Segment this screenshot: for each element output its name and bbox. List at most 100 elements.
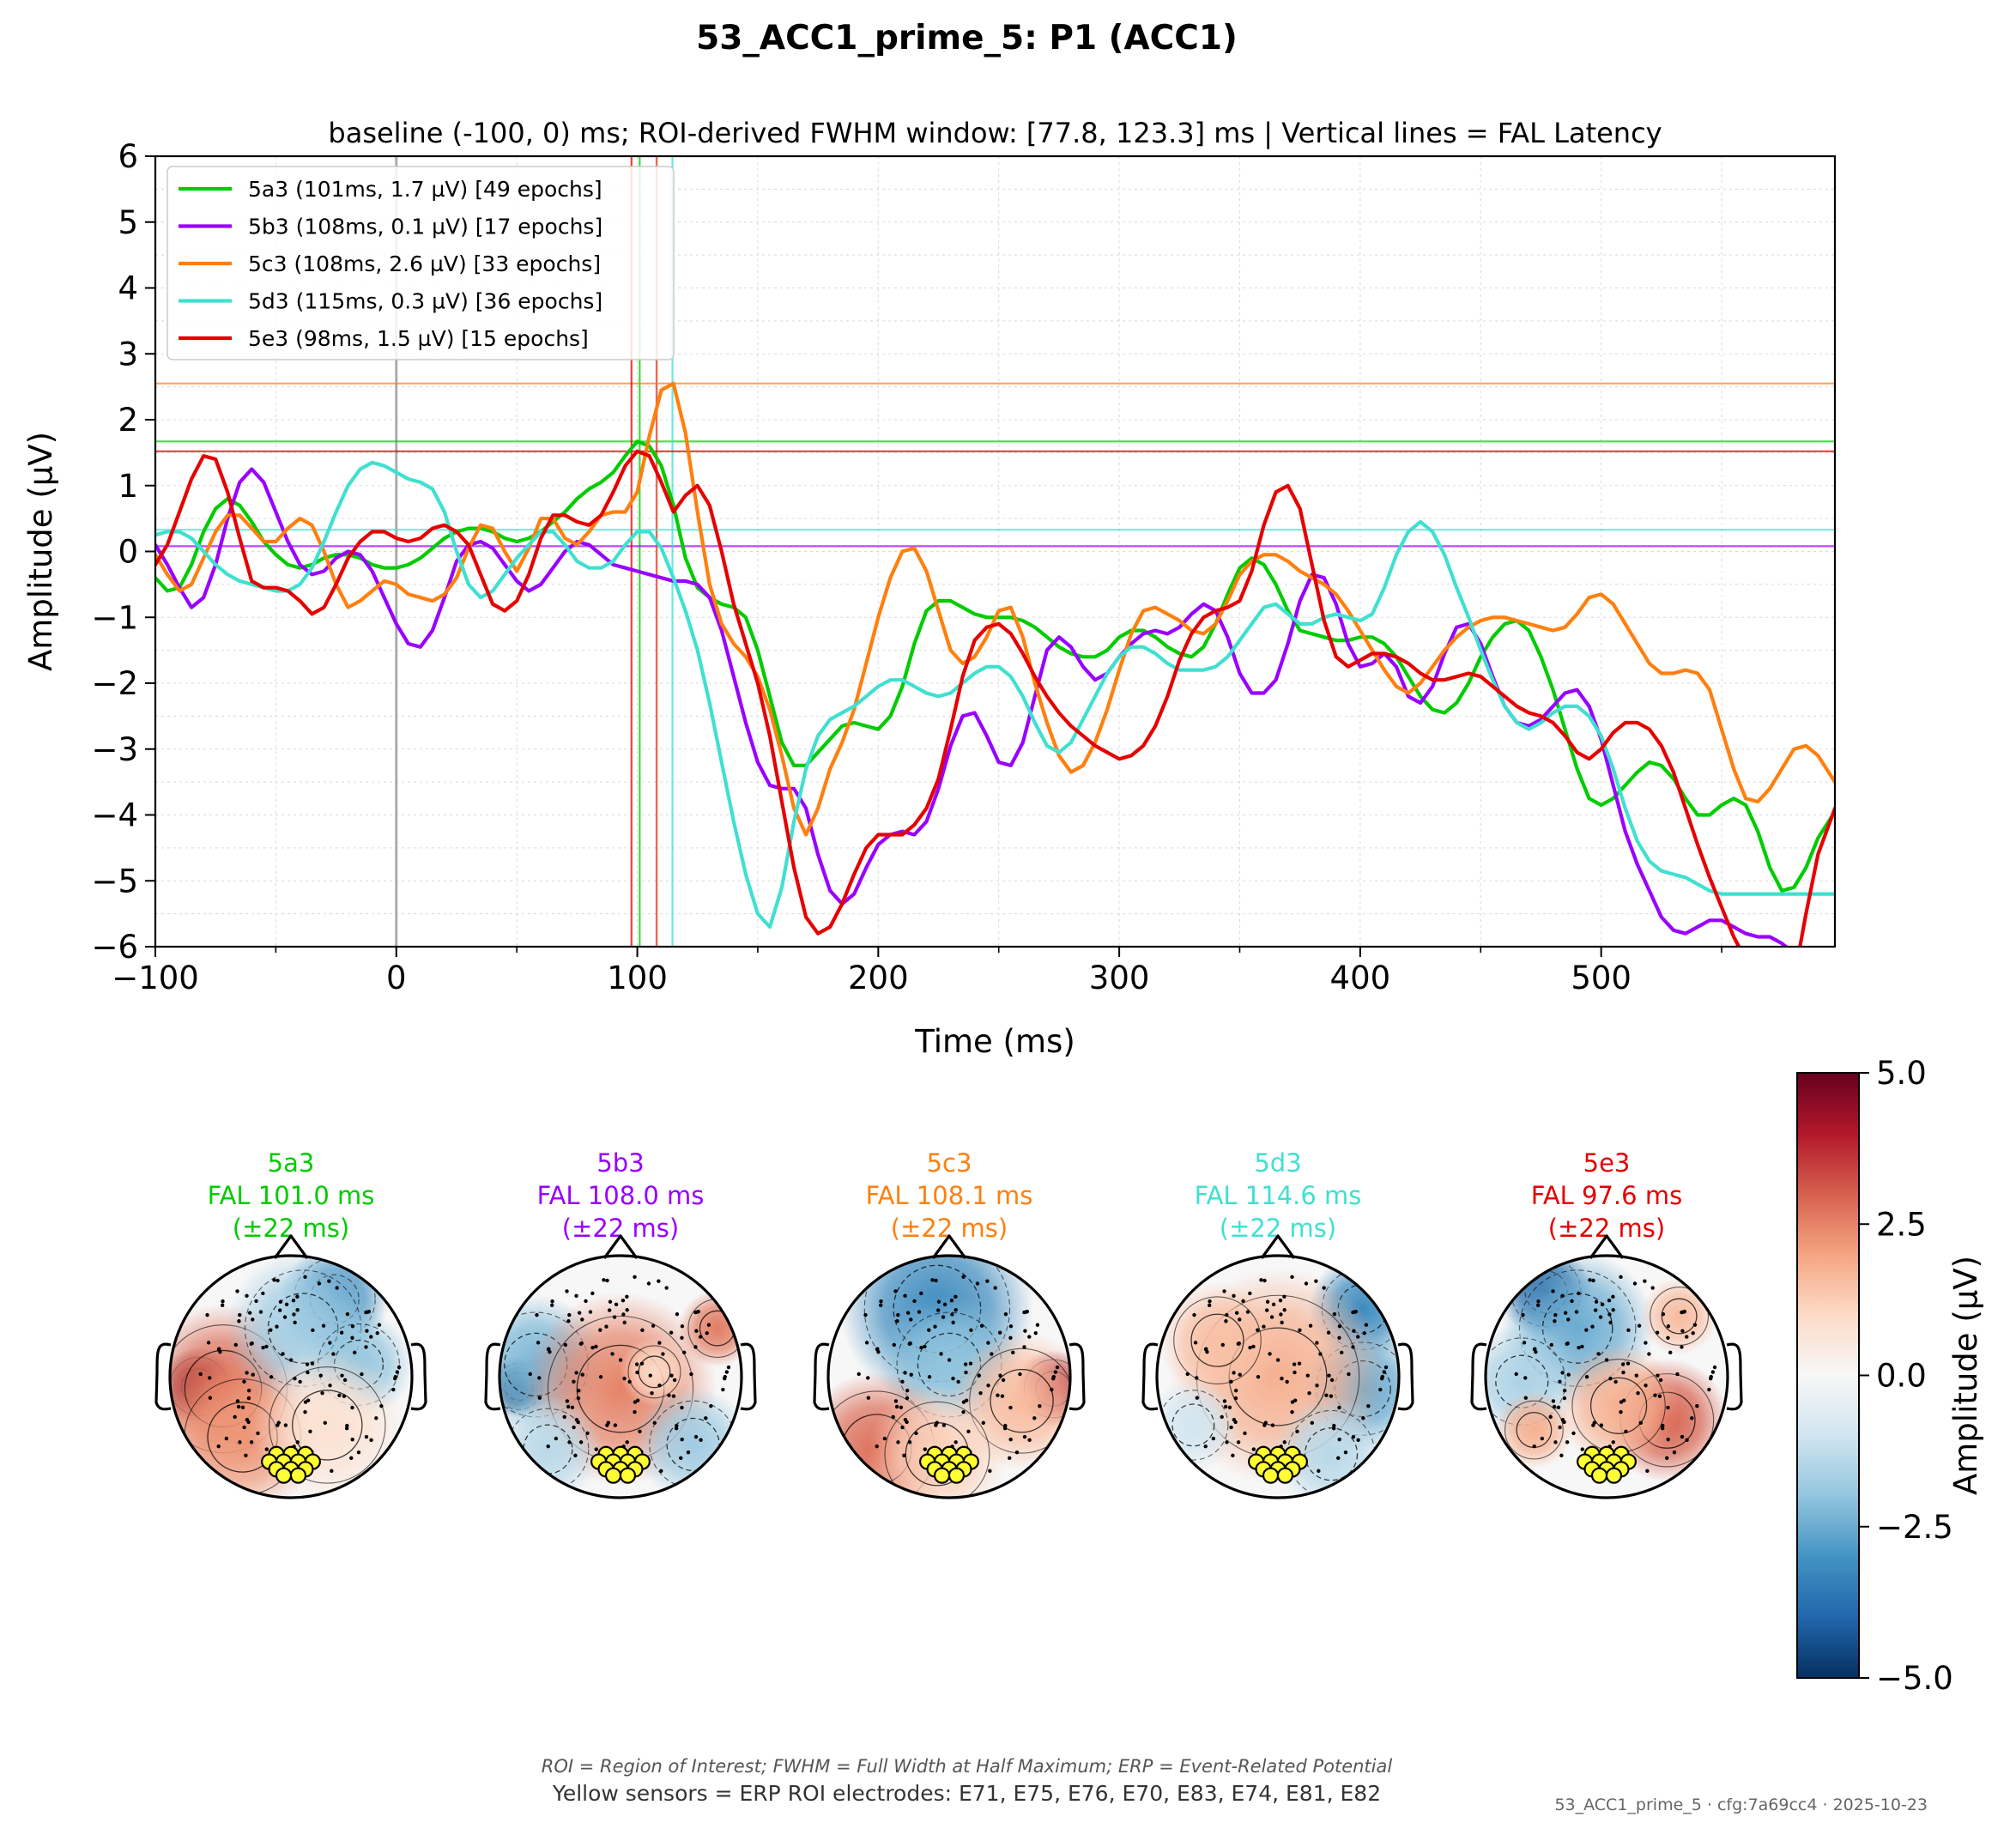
x-tick-label: 100: [607, 960, 668, 996]
sensor-dot: [250, 1341, 254, 1346]
sensor-dot: [956, 1379, 960, 1384]
sensor-dot: [664, 1286, 669, 1290]
sensor-dot: [723, 1376, 727, 1381]
sensor-dot: [369, 1335, 373, 1339]
sensor-dot: [1580, 1344, 1584, 1349]
sensor-dot: [907, 1440, 912, 1444]
sensor-dot: [1577, 1345, 1581, 1350]
sensor-dot: [969, 1328, 973, 1333]
sensor-dot: [610, 1352, 614, 1356]
topomap-5b3: 5b3 FAL 108.0 ms (±22 ms): [484, 1148, 757, 1499]
sensor-dot: [674, 1426, 679, 1431]
sensor-dot: [1053, 1370, 1058, 1374]
sensor-dot: [675, 1423, 679, 1428]
sensor-dot: [1027, 1438, 1032, 1443]
topomap-contour: [1650, 1287, 1709, 1346]
sensor-dot: [1270, 1423, 1275, 1427]
sensor-dot: [1282, 1440, 1286, 1444]
sensor-dot: [1055, 1365, 1060, 1370]
sensor-dot: [293, 1320, 297, 1325]
sensor-dot: [633, 1275, 637, 1280]
sensor-dot: [1613, 1379, 1618, 1384]
roi-electrode-marker: [1590, 1467, 1608, 1484]
left-ear: [1470, 1342, 1487, 1411]
sensor-dot: [1237, 1341, 1241, 1346]
sensor-dot: [246, 1396, 251, 1401]
roi-electrode-marker: [604, 1467, 622, 1484]
sensor-dot: [680, 1335, 684, 1340]
sensor-dot: [282, 1315, 288, 1319]
sensor-dot: [590, 1291, 595, 1296]
sensor-dot: [1000, 1394, 1005, 1398]
sensor-dot: [1660, 1426, 1665, 1431]
topomap-blob: [499, 1395, 602, 1498]
sensor-dot: [941, 1315, 946, 1319]
sensor-dot: [1317, 1469, 1321, 1474]
sensor-dot: [1685, 1335, 1689, 1339]
sensor-dot: [667, 1393, 671, 1397]
sensor-dot: [238, 1312, 242, 1317]
sensor-dot: [246, 1420, 251, 1425]
sensor-dot: [536, 1341, 541, 1345]
sensor-dot: [900, 1379, 905, 1384]
nose: [1589, 1234, 1625, 1259]
sensor-dot: [393, 1376, 397, 1381]
sensor-dot: [1331, 1426, 1336, 1431]
sensor-dot: [565, 1399, 570, 1403]
topomap-blob: [619, 1336, 690, 1407]
sensor-dot: [335, 1286, 339, 1290]
sensor-dot: [949, 1299, 954, 1303]
sensor-dot: [1352, 1329, 1356, 1333]
sensor-dot: [1710, 1370, 1716, 1374]
sensor-dot: [891, 1414, 895, 1420]
sensor-dot: [675, 1311, 680, 1317]
sensor-dot: [548, 1349, 552, 1354]
sensor-dot: [318, 1373, 323, 1378]
sensor-dot: [1624, 1429, 1628, 1434]
sensor-dot: [1632, 1281, 1638, 1286]
sensor-dot: [961, 1275, 966, 1280]
sensor-dot: [693, 1310, 698, 1315]
sensor-dot: [693, 1345, 698, 1349]
sensor-dot: [696, 1309, 701, 1314]
sensor-dot: [1248, 1291, 1252, 1296]
sensor-dot: [1551, 1399, 1556, 1403]
sensor-dot: [985, 1279, 990, 1283]
sensor-dot: [590, 1345, 595, 1350]
sensor-dot: [220, 1303, 225, 1307]
topomap-contour: [990, 1369, 1054, 1433]
sensor-dot: [1192, 1312, 1196, 1317]
sensor-dot: [1353, 1309, 1359, 1314]
sensor-dot: [875, 1347, 880, 1351]
sensor-dot: [236, 1404, 241, 1409]
sensor-dot: [933, 1324, 937, 1329]
sensor-dot: [635, 1370, 639, 1375]
sensor-dot: [705, 1331, 709, 1335]
sensor-dot: [699, 1438, 703, 1443]
sensor-dot: [1014, 1450, 1020, 1455]
sensor-dot: [1666, 1324, 1671, 1329]
sensor-dot: [350, 1324, 355, 1329]
sensor-dot: [1051, 1376, 1056, 1381]
sensor-dot: [878, 1303, 883, 1307]
x-axis-label: Time (ms): [914, 1023, 1075, 1060]
sensor-dot: [1225, 1440, 1229, 1444]
sensor-dot: [1584, 1375, 1589, 1379]
sensor-dot: [1329, 1394, 1334, 1398]
sensor-dot: [554, 1436, 559, 1441]
sensor-dot: [648, 1373, 652, 1378]
sensor-dot: [633, 1400, 638, 1404]
sensor-dot: [1002, 1426, 1008, 1431]
sensor-dot: [291, 1299, 296, 1303]
topomap-blob: [634, 1386, 742, 1498]
sensor-dot: [966, 1429, 971, 1434]
sensor-dot: [328, 1384, 332, 1388]
y-tick-label: 4: [118, 270, 138, 307]
sensor-dot: [964, 1398, 969, 1402]
sensor-dot: [1540, 1436, 1545, 1441]
sensor-dot: [669, 1330, 674, 1335]
sensor-dot: [954, 1308, 958, 1312]
sensor-dot: [1672, 1450, 1677, 1455]
sensor-dot: [1607, 1299, 1612, 1303]
head-outline: [1155, 1254, 1401, 1499]
